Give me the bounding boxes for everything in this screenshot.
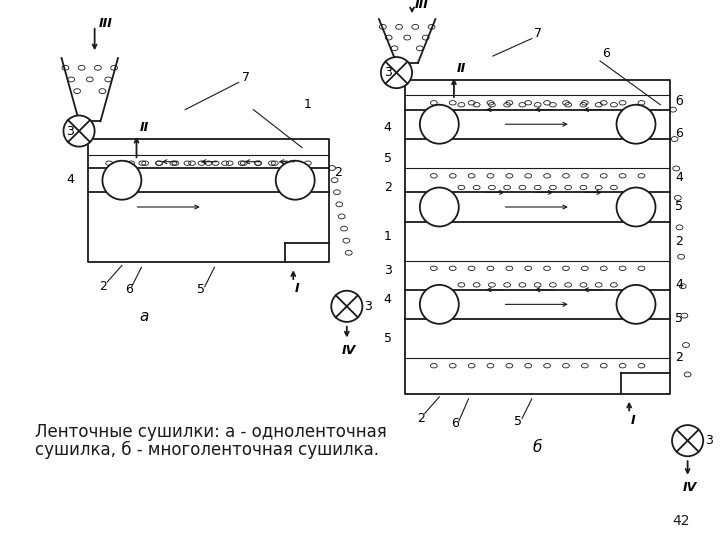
Text: 1: 1 — [384, 230, 392, 242]
Circle shape — [331, 291, 362, 322]
Text: 6: 6 — [125, 284, 132, 296]
Text: Ленточные сушилки: а - одноленточная: Ленточные сушилки: а - одноленточная — [35, 423, 387, 441]
Text: 6: 6 — [602, 46, 610, 59]
Text: 5: 5 — [675, 313, 683, 326]
Text: а: а — [140, 308, 149, 323]
Text: б: б — [675, 96, 683, 109]
Text: 4: 4 — [675, 171, 683, 184]
Text: 2: 2 — [384, 181, 392, 194]
Text: 2: 2 — [675, 352, 683, 365]
Text: 4: 4 — [66, 173, 74, 186]
Text: 5: 5 — [384, 152, 392, 165]
Circle shape — [616, 285, 655, 324]
Text: IV: IV — [683, 481, 697, 494]
Circle shape — [616, 187, 655, 226]
Text: III: III — [99, 17, 112, 30]
Circle shape — [63, 116, 94, 147]
Text: 3: 3 — [705, 434, 713, 447]
Circle shape — [672, 425, 703, 456]
Text: 7: 7 — [534, 27, 541, 40]
Circle shape — [420, 105, 459, 144]
Text: 3: 3 — [384, 264, 392, 277]
Text: 42: 42 — [672, 514, 690, 528]
Text: IV: IV — [342, 343, 356, 356]
Circle shape — [420, 285, 459, 324]
Text: 4: 4 — [384, 120, 392, 133]
Circle shape — [381, 57, 412, 88]
Text: 6: 6 — [451, 417, 459, 430]
Text: I: I — [631, 414, 636, 427]
Text: 6: 6 — [675, 127, 683, 140]
Text: 3: 3 — [384, 66, 392, 79]
Text: 5: 5 — [514, 415, 522, 428]
Text: III: III — [415, 0, 429, 11]
Text: 5: 5 — [197, 284, 205, 296]
Text: 4: 4 — [675, 279, 683, 292]
Text: 2: 2 — [99, 280, 107, 293]
Text: 2: 2 — [334, 166, 342, 179]
Text: б: б — [533, 440, 542, 455]
Text: 7: 7 — [242, 71, 250, 84]
Text: 3: 3 — [66, 125, 74, 138]
Text: I: I — [295, 282, 300, 295]
Text: 5: 5 — [675, 200, 683, 213]
Text: 2: 2 — [675, 234, 683, 247]
Text: 5: 5 — [384, 332, 392, 345]
Circle shape — [276, 161, 315, 200]
Text: сушилка, б - многоленточная сушилка.: сушилка, б - многоленточная сушилка. — [35, 441, 379, 459]
Text: 4: 4 — [384, 293, 392, 306]
Text: 1: 1 — [304, 98, 312, 111]
Text: 2: 2 — [417, 412, 425, 425]
Text: II: II — [140, 120, 148, 133]
Circle shape — [616, 105, 655, 144]
Text: 3: 3 — [364, 300, 372, 313]
Circle shape — [420, 187, 459, 226]
Text: II: II — [457, 62, 466, 75]
Circle shape — [102, 161, 141, 200]
